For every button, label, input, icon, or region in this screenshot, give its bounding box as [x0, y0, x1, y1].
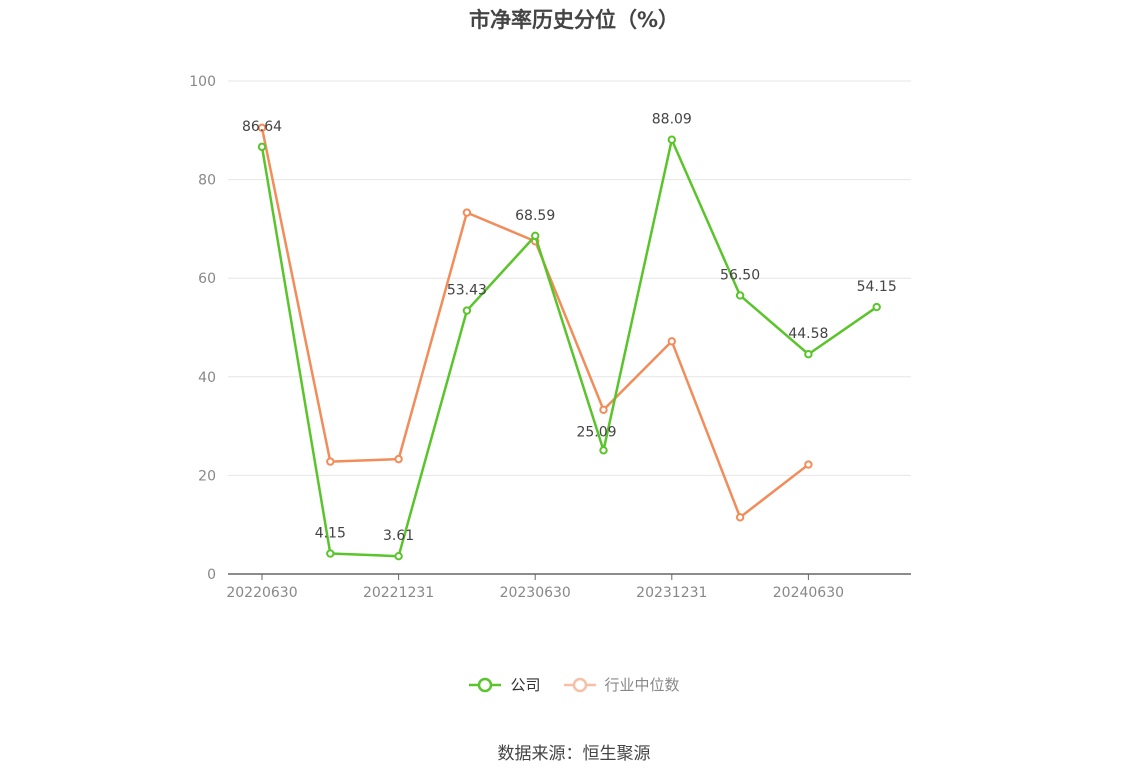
data-label: 25.09 [576, 424, 616, 440]
data-label: 68.59 [515, 208, 555, 224]
data-label: 54.15 [857, 279, 897, 295]
legend-item-company[interactable]: 公司 [468, 674, 541, 695]
x-tick-label: 20230630 [500, 585, 571, 601]
legend: 公司 行业中位数 [0, 674, 1148, 695]
y-tick-label: 100 [189, 74, 216, 90]
data-point-company [531, 231, 540, 241]
legend-company-marker-icon [469, 677, 502, 692]
data-label: 3.61 [383, 528, 414, 544]
grid-lines [228, 80, 911, 476]
data-point-industry [804, 460, 813, 469]
data-point-company [599, 446, 608, 455]
data-point-company [804, 350, 813, 359]
y-tick-label: 80 [198, 173, 216, 189]
series-lines [257, 123, 881, 561]
y-tick-label: 0 [207, 567, 216, 583]
data-point-industry [394, 454, 403, 464]
data-label: 86.64 [242, 119, 282, 135]
x-tick-label: 20221231 [363, 585, 434, 601]
data-label: 56.50 [720, 267, 760, 283]
data-labels: 86.64 4.15 3.61 53.43 68.59 25.09 88.09 56.50 44… [242, 112, 897, 544]
data-point-company [735, 291, 745, 300]
y-tick-label: 40 [198, 370, 216, 386]
data-point-industry [462, 208, 472, 217]
x-tick-label: 20240630 [773, 585, 844, 601]
data-label: 44.58 [788, 326, 828, 342]
data-point-company [326, 549, 335, 558]
legend-company-label: 公司 [510, 676, 541, 694]
data-point-industry [667, 337, 676, 346]
legend-industry-marker-icon [563, 677, 596, 692]
data-point-industry [257, 123, 267, 133]
axes: 0 20 40 60 80 100 20220630 20221231 20230630 2023… [189, 74, 911, 601]
data-point-company [257, 142, 267, 152]
data-point-industry [326, 457, 335, 466]
source-note: 数据来源：恒生聚源 [497, 744, 651, 764]
data-label: 53.43 [447, 283, 487, 299]
data-point-company [667, 135, 676, 144]
legend-item-industry[interactable]: 行业中位数 [563, 674, 680, 695]
data-point-industry [735, 513, 745, 522]
data-point-company [462, 306, 472, 315]
data-label: 88.09 [652, 112, 692, 128]
y-tick-label: 60 [198, 271, 216, 287]
series-line-company [260, 138, 878, 558]
series-line-industry [260, 127, 810, 519]
legend-industry-label: 行业中位数 [604, 676, 680, 694]
data-point-company [872, 302, 881, 312]
data-label: 4.15 [315, 526, 346, 542]
data-point-company [394, 552, 403, 561]
x-tick-label: 20220630 [226, 585, 297, 601]
data-point-industry [599, 405, 608, 415]
y-tick-label: 20 [198, 468, 216, 484]
x-tick-label: 20231231 [636, 585, 707, 601]
chart-title: 市净率历史分位（%） [468, 8, 680, 32]
